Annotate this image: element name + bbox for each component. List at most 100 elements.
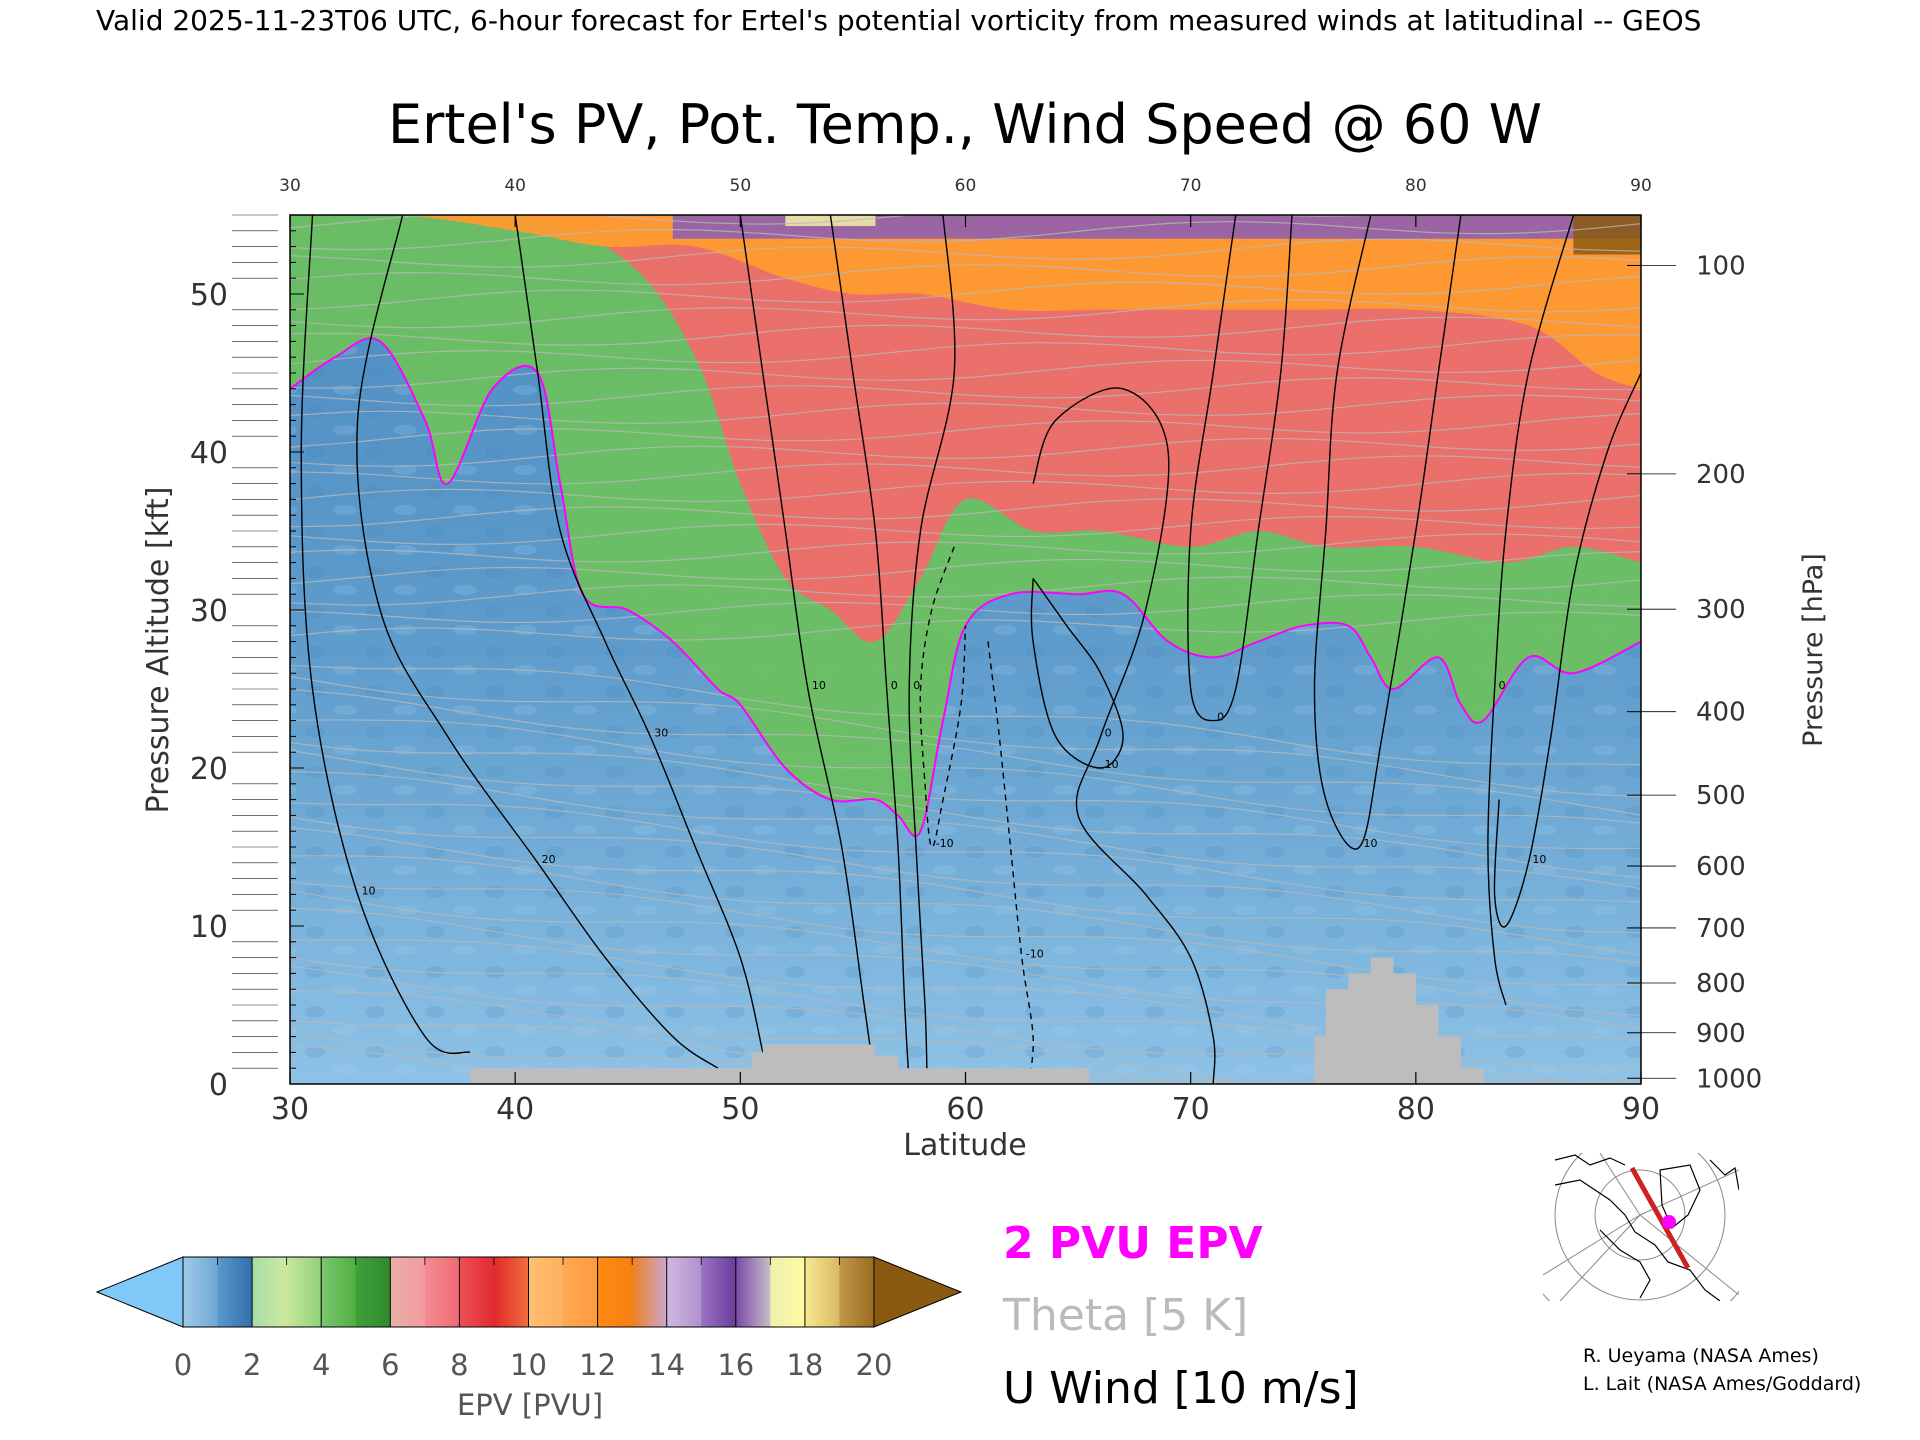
colorbar-tick-label: 10 [510,1348,547,1382]
colorbar-tick-label: 12 [579,1348,616,1382]
colorbar-segment [632,1257,668,1327]
map-meridian [1543,1214,1641,1276]
plot-area: 10 20 30 10 0 -10 -10 0 0 10 0 10 0 10 [290,215,1641,1084]
colorbar-segment [666,1257,702,1327]
wind-contour-label: 20 [542,853,556,866]
wind-contour-line [514,215,764,1053]
theta-isentrope [290,749,1641,879]
wind-contour-line [1487,215,1575,1006]
epv-top-strip [1573,215,1641,255]
wind-contour-label: -10 [936,837,954,850]
colorbar-segment [839,1257,875,1327]
colorbar-over-arrow [873,1256,963,1328]
colorbar-segment [701,1257,737,1327]
wind-contour-label: 0 [891,679,898,692]
colorbar-under-arrow [95,1256,184,1328]
map-latitude-ring-middle [1554,1153,1726,1301]
colorbar-tick-label: 14 [648,1348,685,1382]
theta-isentrope [290,576,1641,606]
theta-isentrope [290,472,1641,502]
map-meridian [1599,1153,1641,1216]
wind-contour-label: 10 [1364,837,1378,850]
y-tick-label: 0 [209,1068,228,1103]
theta-isentrope [290,719,1641,824]
colorbar-segment [528,1257,564,1327]
wind-contour-label: 10 [362,884,376,897]
theta-isentrope [290,358,1641,389]
theta-isentrope [290,816,1641,934]
x-tick-label-top: 60 [955,176,977,196]
theta-isentrope [290,533,1641,563]
map-europe [1709,1159,1739,1191]
theta-isentrope [290,611,1641,641]
credit-line-2: L. Lait (NASA Ames/Goddard) [1583,1373,1861,1395]
theta-isentrope [290,515,1641,545]
wind-contour-line [908,215,956,1084]
epv-band [290,215,1641,643]
colorbar-segment [424,1257,460,1327]
wind-contour-label: 30 [654,726,668,739]
theta-isentrope [290,412,1641,448]
theta-isentrope [290,890,1641,1017]
wind-contour-line [829,215,910,1084]
theta-isentrope [290,256,1641,286]
colorbar-segment [735,1257,771,1327]
wind-contour-label: 10 [812,679,826,692]
theta-isentrope [290,675,1641,798]
pressure-tick-label: 800 [1696,969,1746,999]
colorbar-segment [493,1257,529,1327]
theta-isentrope [290,437,1641,467]
map-meridian [1639,1214,1739,1296]
colorbar-label: EPV [PVU] [457,1388,603,1422]
theta-isentrope [290,688,1641,816]
pressure-tick-label: 1000 [1696,1064,1762,1094]
pressure-tick-label: 600 [1696,852,1746,882]
y-tick-label: 50 [190,278,228,313]
pressure-tick-label: 300 [1696,595,1746,625]
colorbar-tick-label: 0 [174,1348,192,1382]
theta-isentrope [290,664,1641,766]
theta-isentrope [290,826,1641,956]
colorbar-tick-label: 6 [381,1348,399,1382]
wind-contour-label: 0 [1499,679,1506,692]
wind-contour-label: 0 [1217,711,1224,724]
pv2-contour [290,337,1641,838]
colorbar-segment [217,1257,253,1327]
theta-isentrope [290,377,1641,407]
theta-isentrope [290,455,1641,485]
wind-contour-line [919,546,967,848]
legend-entry-uwind: U Wind [10 m/s] [1003,1363,1359,1414]
y-tick-label: 20 [190,752,228,787]
colorbar-tick-label: 8 [450,1348,468,1382]
x-tick-label: 40 [496,1092,534,1127]
wind-contour-line [1313,215,1462,850]
theta-isentrope [290,238,1641,268]
theta-isentrope [290,551,1641,585]
y-axis-label-left: Pressure Altitude [kft] [141,487,176,814]
colorbar-segment [321,1257,357,1327]
legend: 2 PVU EPV Theta [5 K] U Wind [10 m/s] [1002,1218,1359,1414]
map-siberia [1554,1154,1626,1166]
x-tick-label: 90 [1622,1092,1660,1127]
map-section-marker [1662,1215,1676,1229]
colorbar-tick-label: 18 [786,1348,823,1382]
theta-isentrope [290,299,1641,329]
y-tick-label: 10 [190,910,228,945]
x-tick-label: 50 [721,1092,759,1127]
x-tick-label-top: 50 [730,176,752,196]
pressure-tick-label: 400 [1696,698,1746,728]
wind-contour-line [356,215,719,1069]
colorbar-tick-label: 4 [312,1348,330,1382]
wind-contour-line [1030,577,1124,769]
map-section-line [1629,1166,1691,1270]
pressure-tick-label: 200 [1696,460,1746,490]
colorbar-segment [770,1257,806,1327]
wind-contour-line [1032,387,1216,1084]
wind-contour-line [739,215,877,1084]
wind-contour-line [987,641,1034,1084]
theta-isentrope [290,316,1641,346]
theta-isentrope [290,334,1641,365]
x-tick-label-top: 80 [1405,176,1427,196]
theta-isentrope [290,221,1641,251]
